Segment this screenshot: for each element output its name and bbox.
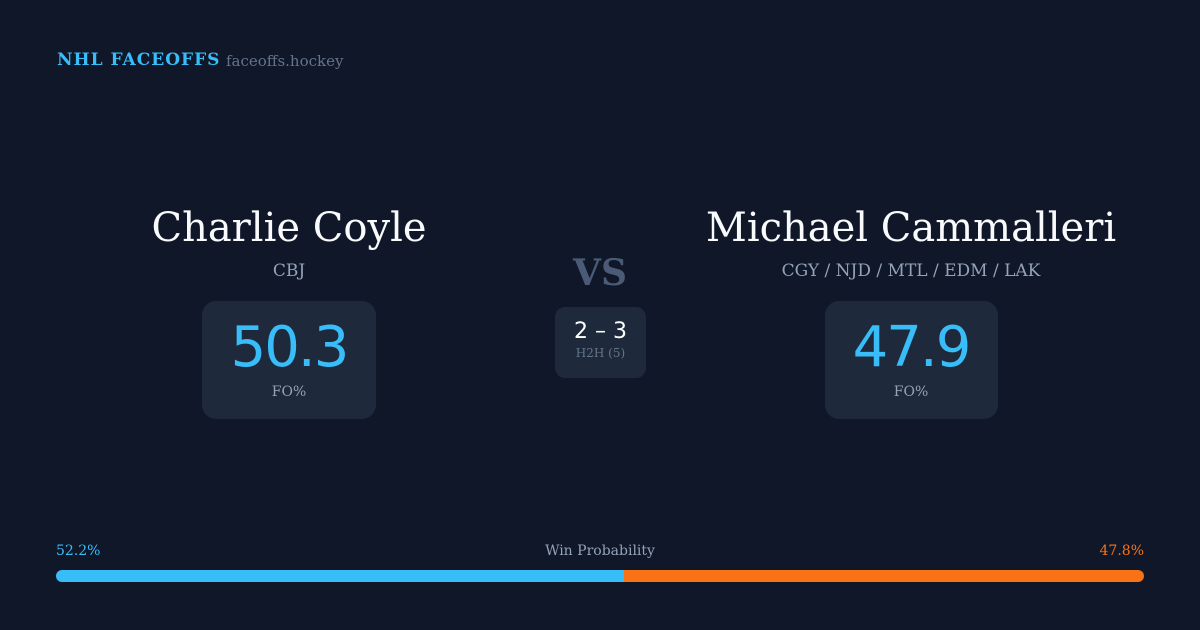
left-bar-fill — [56, 570, 624, 582]
player-name: Charlie Coyle — [151, 205, 427, 251]
win-prob-bar — [56, 570, 1144, 582]
player-team: CGY / NJD / MTL / EDM / LAK — [781, 261, 1041, 281]
left-win-pct: 52.2% — [56, 543, 101, 559]
h2h-card: 2 – 3 H2H (5) — [555, 307, 646, 378]
left-player: Charlie Coyle CBJ 50.3 FO% — [79, 205, 499, 419]
site-link[interactable]: faceoffs.hockey — [226, 52, 344, 70]
right-player: Michael Cammalleri CGY / NJD / MTL / EDM… — [701, 205, 1121, 419]
vs-label: VS — [573, 252, 627, 294]
win-prob-label: Win Probability — [545, 543, 655, 559]
fo-card: 47.9 FO% — [824, 301, 998, 419]
right-win-pct: 47.8% — [1099, 543, 1144, 559]
fo-label: FO% — [893, 384, 929, 400]
player-name: Michael Cammalleri — [705, 205, 1117, 251]
fo-value: 47.9 — [852, 315, 972, 380]
brand-title: NHL FACEOFFS — [57, 50, 221, 70]
fo-value: 50.3 — [230, 315, 350, 380]
fo-label: FO% — [271, 384, 307, 400]
fo-card: 50.3 FO% — [202, 301, 376, 419]
player-team: CBJ — [272, 261, 306, 281]
h2h-label: H2H (5) — [575, 346, 626, 360]
h2h-score: 2 – 3 — [574, 319, 627, 344]
right-bar-fill — [623, 570, 1144, 582]
